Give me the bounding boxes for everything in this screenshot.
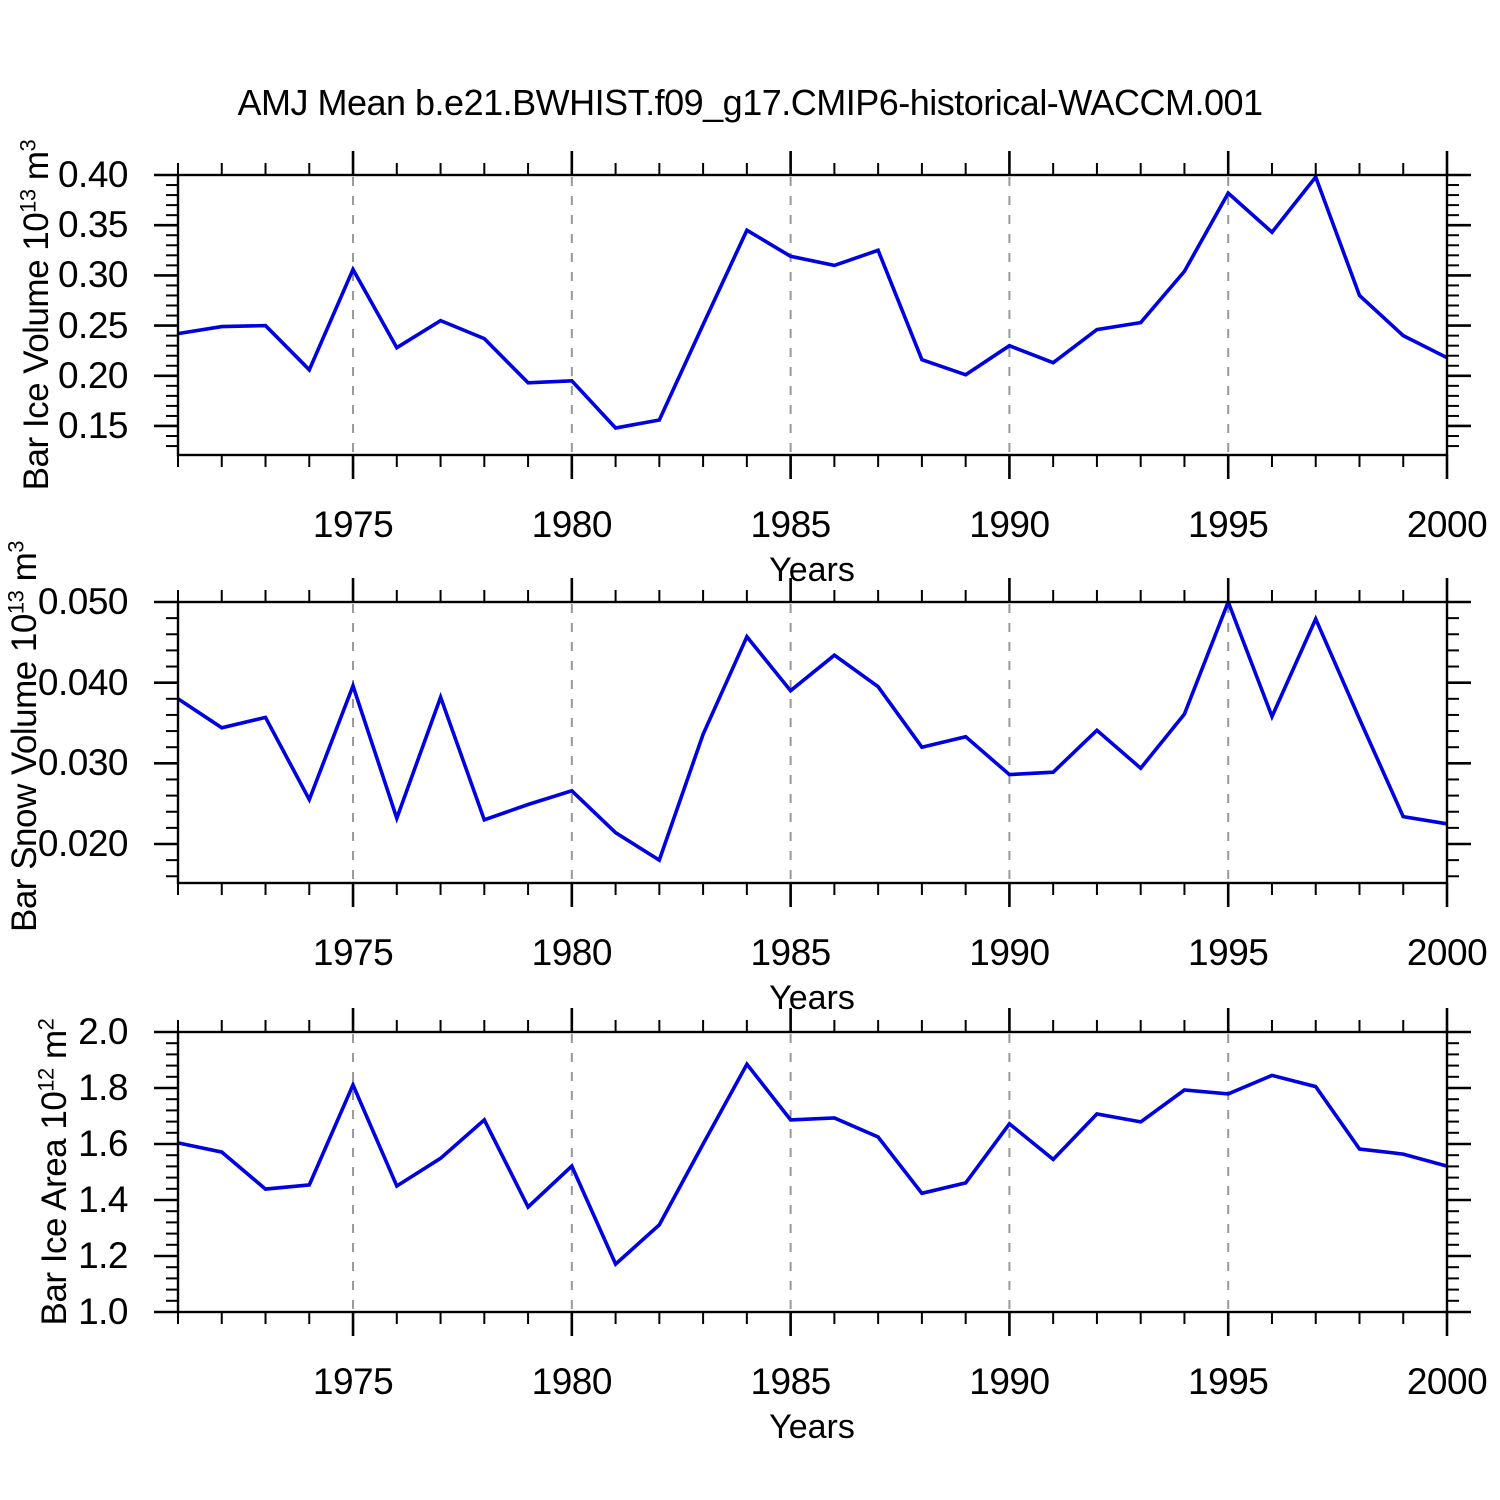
plot-frame: [176, 600, 1449, 885]
bar-ice-volume-line: [177, 173, 1448, 430]
x-tick-label: 1975: [312, 932, 394, 973]
y-tick-label: 1.2: [78, 1235, 128, 1276]
bar-ice-area-line: [177, 1060, 1448, 1268]
unit-exponent: 3: [15, 139, 41, 152]
x-tick-label: 1995: [1188, 1361, 1269, 1402]
x-axis-title-panel2: Years: [769, 979, 855, 1017]
x-tick-label: 1980: [531, 1361, 613, 1402]
x-axis-title-panel1: Years: [769, 551, 855, 589]
y-tick-label: 0.050: [37, 581, 129, 622]
plot-frame: [176, 1030, 1449, 1314]
x-tick-label: 2000: [1406, 1361, 1488, 1402]
x-axis-title-panel3: Years: [769, 1408, 855, 1446]
x-tick-label: 1975: [312, 1361, 394, 1402]
x-tick-label: 1980: [531, 504, 613, 545]
x-tick-label: 1980: [531, 932, 613, 973]
x-tick-label: 1990: [969, 1361, 1050, 1402]
figure-title: AMJ Mean b.e21.BWHIST.f09_g17.CMIP6-hist…: [237, 82, 1263, 123]
x-tick-label: 1985: [750, 1361, 831, 1402]
y-tick-label: 0.25: [57, 304, 129, 346]
x-tick-label: 1985: [750, 932, 831, 973]
x-tick-label: 1985: [750, 504, 831, 545]
unit-exponent: 3: [3, 541, 29, 553]
y-tick-label: 0.15: [57, 404, 129, 446]
x-tick-label: 1975: [312, 504, 394, 545]
y-tick-label: 0.040: [37, 661, 129, 703]
y-tick-label: 1.4: [78, 1179, 128, 1220]
y-tick-label: 0.020: [37, 823, 129, 864]
y-tick-label: 0.30: [57, 254, 129, 296]
y-tick-label: 1.0: [78, 1291, 128, 1332]
bar-snow-volume-line: [177, 597, 1448, 863]
y-tick-label: 0.35: [57, 204, 129, 246]
x-tick-label: 2000: [1406, 932, 1488, 973]
x-tick-label: 1990: [969, 504, 1050, 545]
x-tick-label: 1995: [1188, 932, 1269, 973]
x-tick-label: 2000: [1406, 504, 1488, 545]
x-tick-label: 1990: [969, 932, 1050, 973]
y-tick-label: 1.6: [78, 1123, 128, 1164]
y-tick-label: 2.0: [78, 1011, 128, 1052]
y-tick-label: 1.8: [78, 1067, 128, 1108]
y-tick-label: 0.20: [57, 354, 129, 396]
y-tick-label: 0.030: [37, 742, 129, 784]
x-tick-label: 1995: [1188, 504, 1269, 545]
y-tick-label: 0.40: [57, 154, 129, 195]
